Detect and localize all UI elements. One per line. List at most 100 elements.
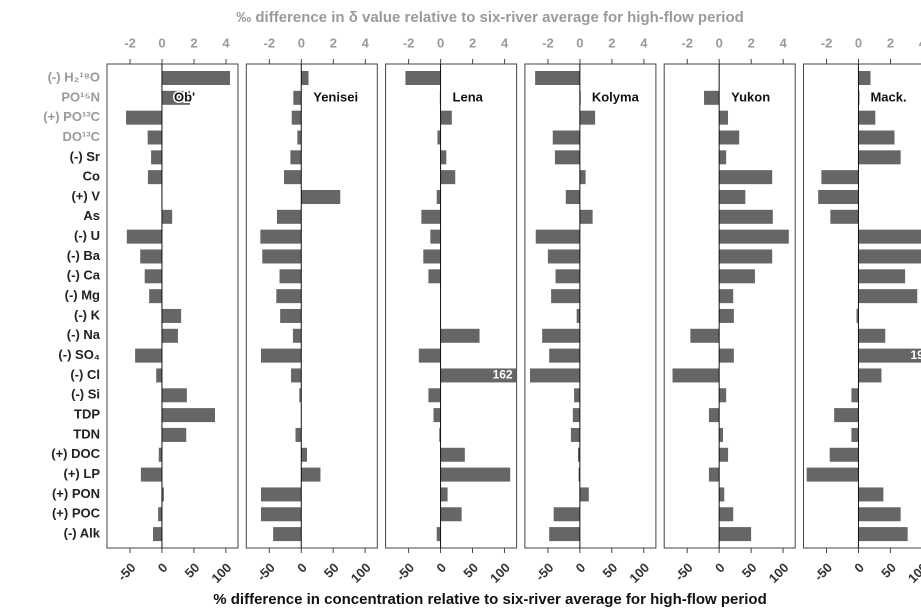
row-label: (+) V	[71, 188, 100, 203]
bar	[535, 71, 580, 85]
row-label: (-) Na	[67, 327, 101, 342]
panel-frame	[663, 63, 796, 549]
bar	[858, 527, 908, 542]
bar	[290, 150, 302, 165]
bar	[719, 170, 773, 185]
panel-bars: 193	[806, 71, 921, 542]
row-label: (-) Si	[71, 387, 100, 402]
top-tick-label: 2	[330, 35, 337, 50]
top-tick-label: 2	[748, 35, 755, 50]
bar	[147, 170, 162, 185]
bar	[126, 110, 163, 125]
bar	[147, 130, 163, 145]
bottom-tick-label: 50	[460, 560, 481, 581]
bar	[144, 269, 162, 284]
bar	[428, 269, 441, 284]
bar	[579, 487, 589, 502]
bar	[149, 289, 162, 304]
bar	[161, 427, 187, 442]
top-tick-label: -2	[681, 35, 693, 50]
panel-name: Yenisei	[313, 89, 358, 104]
row-label: (-) Sr	[70, 149, 100, 164]
bar	[158, 447, 162, 462]
panel-frame	[106, 63, 239, 549]
bar	[858, 130, 895, 145]
bar	[708, 408, 720, 423]
bar	[570, 427, 580, 442]
bar	[161, 388, 187, 403]
bar	[260, 348, 302, 363]
top-tick-label: 2	[190, 35, 197, 50]
top-tick-label: 0	[437, 35, 444, 50]
panel-name: Lena	[453, 89, 484, 104]
bar	[554, 150, 580, 165]
bottom-axis-title: % difference in concentration relative t…	[213, 591, 766, 608]
panel-name: Kolyma	[592, 89, 640, 104]
bar	[299, 388, 302, 403]
bar	[440, 507, 462, 522]
bar	[719, 527, 752, 542]
bar	[549, 348, 580, 363]
bar	[405, 71, 441, 85]
bottom-tick-label: 100	[487, 560, 513, 586]
bar	[161, 209, 173, 224]
bar	[535, 229, 580, 244]
value-label: 193	[910, 348, 921, 362]
bottom-tick-label: 100	[766, 560, 792, 586]
bar	[436, 527, 441, 542]
panel-bars	[530, 71, 596, 542]
bar	[161, 408, 215, 423]
bar	[153, 527, 162, 542]
bar	[858, 229, 921, 244]
top-tick-label: -2	[821, 35, 833, 50]
bar	[818, 189, 859, 204]
bar	[719, 289, 734, 304]
bar	[858, 507, 901, 522]
row-label: TDP	[74, 407, 100, 422]
bar	[440, 170, 456, 185]
bar	[161, 328, 178, 343]
bottom-tick-label: 100	[905, 560, 921, 586]
bottom-tick-label: 0	[851, 560, 867, 576]
bar	[719, 269, 755, 284]
bar	[821, 170, 859, 185]
bar	[858, 110, 876, 125]
bar	[140, 249, 162, 264]
row-label: (-) H₂¹⁸O	[48, 69, 100, 84]
bar	[151, 150, 162, 165]
bar	[301, 467, 321, 482]
top-tick-label: 2	[608, 35, 615, 50]
bar	[437, 130, 441, 145]
bar	[440, 467, 511, 482]
bar	[280, 308, 302, 323]
top-tick-label: 2	[469, 35, 476, 50]
bottom-tick-label: 50	[321, 560, 342, 581]
bar	[579, 170, 586, 185]
bar	[858, 71, 871, 85]
bar	[440, 487, 448, 502]
bottom-tick-label: 0	[155, 560, 171, 576]
bottom-tick-label: -50	[672, 560, 696, 584]
bar	[858, 289, 918, 304]
bar	[552, 130, 580, 145]
bar	[719, 447, 729, 462]
top-tick-label: -2	[124, 35, 136, 50]
top-tick-label: -2	[264, 35, 276, 50]
panel-frame	[385, 63, 518, 549]
bottom-tick-label: -50	[254, 560, 278, 584]
bar	[297, 130, 302, 145]
bar	[293, 90, 302, 105]
bar	[440, 110, 452, 125]
panel-name: Yukon	[731, 89, 770, 104]
row-label: (-) U	[74, 228, 100, 243]
bar	[719, 308, 734, 323]
bar	[436, 189, 441, 204]
bottom-tick-label: -50	[115, 560, 139, 584]
bar	[576, 308, 580, 323]
row-label: (-) K	[74, 307, 101, 322]
row-label: DO¹³C	[62, 129, 100, 144]
row-label: (+) PON	[52, 486, 100, 501]
top-tick-label: 4	[780, 35, 788, 50]
bar	[542, 328, 580, 343]
bar	[421, 209, 441, 224]
